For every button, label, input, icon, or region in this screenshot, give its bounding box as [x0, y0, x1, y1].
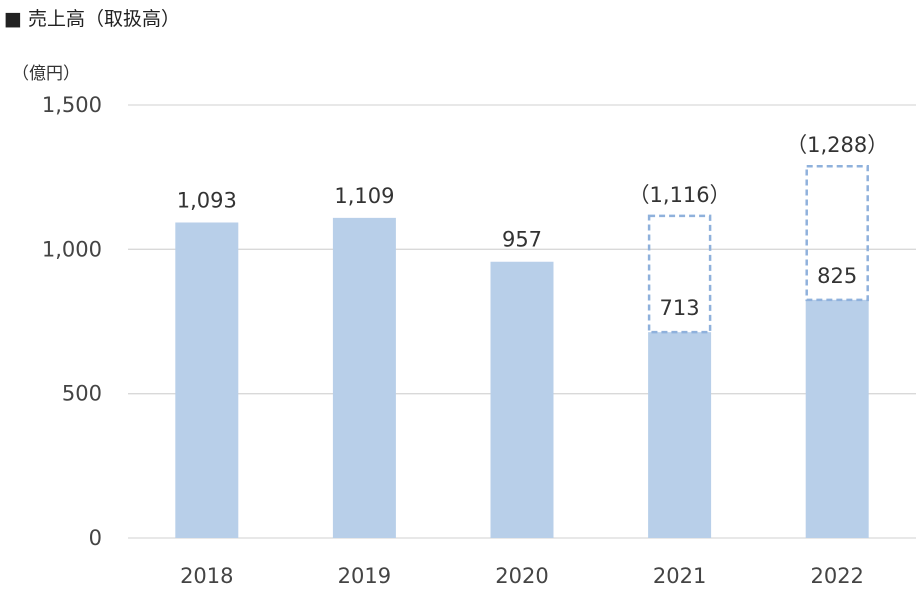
- data-labels: 1,093 1,109 957 （1,116） 713 （1,288） 825: [177, 133, 889, 320]
- x-tick-label: 2022: [810, 564, 863, 588]
- handling-volume-label: （1,116）: [629, 183, 731, 207]
- value-label: 1,109: [334, 184, 394, 208]
- x-tick-label: 2018: [180, 564, 233, 588]
- value-label: 825: [817, 264, 857, 288]
- chart-title: ■ 売上高（取扱高）: [4, 8, 180, 30]
- value-label: 1,093: [177, 188, 237, 212]
- y-tick-label: 500: [62, 382, 102, 406]
- y-tick-label: 1,000: [42, 237, 102, 261]
- bar: [648, 332, 712, 538]
- bar: [332, 217, 396, 539]
- handling-volume-box: [647, 214, 712, 334]
- bar: [805, 299, 869, 538]
- handling-volume-box: [805, 164, 869, 302]
- value-label: 713: [660, 296, 700, 320]
- y-axis-ticks: 0 500 1,000 1,500: [42, 93, 102, 550]
- y-axis-unit-label: （億円）: [12, 64, 80, 84]
- bars: [175, 217, 869, 539]
- handling-volume-boxes: [647, 164, 869, 334]
- handling-volume-label: （1,288）: [786, 133, 888, 157]
- x-axis-ticks: 2018 2019 2020 2021 2022: [180, 564, 864, 588]
- x-tick-label: 2020: [495, 564, 548, 588]
- x-tick-label: 2019: [338, 564, 391, 588]
- bar: [175, 222, 239, 538]
- y-tick-label: 0: [89, 526, 102, 550]
- value-label: 957: [502, 228, 542, 252]
- bar: [490, 261, 554, 538]
- x-tick-label: 2021: [653, 564, 706, 588]
- y-tick-label: 1,500: [42, 93, 102, 117]
